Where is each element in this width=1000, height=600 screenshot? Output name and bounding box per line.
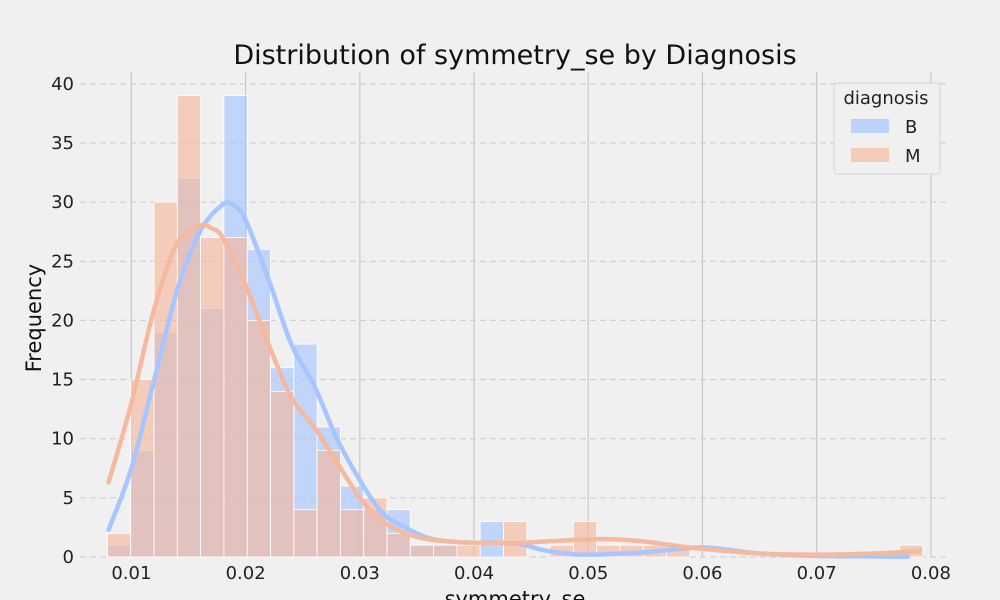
legend-swatch-b (851, 119, 889, 133)
bar-m (246, 320, 271, 558)
y-axis-label: Frequency (22, 264, 46, 373)
bar-m (316, 450, 341, 558)
x-axis-label: symmetry_se (445, 587, 586, 600)
x-tick-label: 0.08 (911, 563, 951, 584)
legend: diagnosis B M (833, 82, 941, 175)
y-tick-label: 20 (51, 310, 74, 331)
bar-m (176, 95, 202, 558)
bar-m (130, 379, 155, 558)
y-tick-label: 25 (51, 251, 74, 272)
legend-label-b: B (905, 117, 917, 138)
bar-m (200, 237, 225, 558)
y-tick-label: 10 (51, 429, 74, 450)
chart-title: Distribution of symmetry_se by Diagnosis (233, 40, 796, 71)
bar-m (107, 532, 132, 558)
bar-m (409, 544, 434, 558)
kde-curves (106, 200, 922, 560)
x-axis-ticks: 0.01 0.02 0.03 0.04 0.05 0.06 0.07 0.08 (111, 563, 951, 584)
y-tick-label: 35 (51, 133, 74, 154)
x-tick-label: 0.07 (797, 563, 837, 584)
bar-m (270, 390, 295, 558)
bar-m (293, 509, 318, 558)
bar-m (503, 521, 528, 558)
x-tick-label: 0.03 (340, 563, 380, 584)
legend-swatch-m (851, 148, 889, 162)
kde-line-m (106, 222, 922, 557)
bar-m (456, 544, 481, 558)
y-tick-label: 40 (51, 74, 74, 95)
legend-label-m: M (905, 146, 921, 167)
x-tick-label: 0.04 (454, 563, 494, 584)
x-tick-label: 0.06 (682, 563, 722, 584)
x-tick-label: 0.02 (226, 563, 266, 584)
y-tick-label: 0 (63, 547, 74, 568)
legend-title: diagnosis (843, 88, 928, 109)
y-tick-label: 5 (63, 488, 74, 509)
y-axis-ticks: 0 5 10 15 20 25 30 35 40 (51, 74, 74, 568)
x-tick-label: 0.05 (568, 563, 608, 584)
bar-b (479, 521, 504, 558)
y-tick-label: 15 (51, 370, 74, 391)
bar-m (386, 532, 411, 558)
bar-m (339, 509, 365, 558)
y-tick-label: 30 (51, 192, 74, 213)
x-tick-label: 0.01 (111, 563, 151, 584)
bar-m (433, 544, 458, 558)
